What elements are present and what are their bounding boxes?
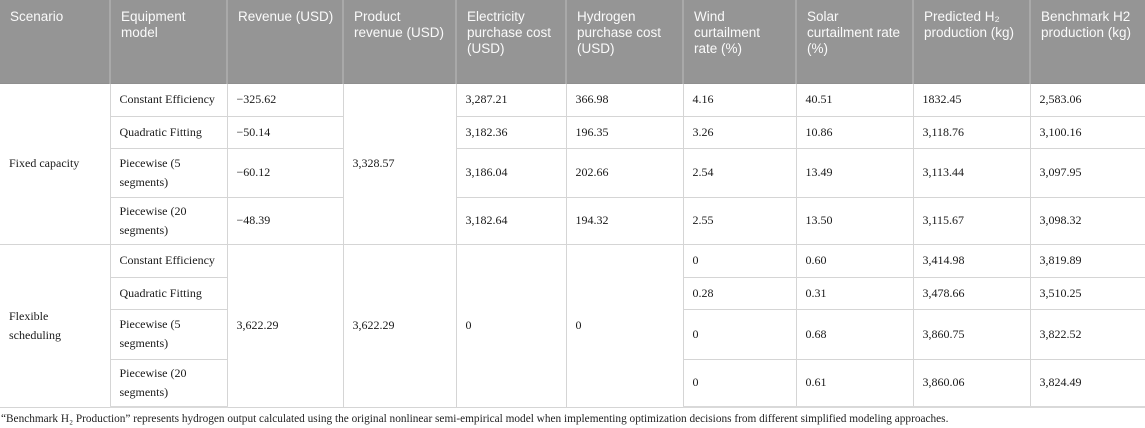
cell-revenue: −50.14	[226, 115, 344, 149]
column-header-wind-curtailment: Wind curtailment rate (%)	[682, 0, 796, 84]
cell-equipment-model: Quadratic Fitting	[110, 276, 228, 310]
cell-electricity-cost: 0	[455, 243, 567, 408]
cell-product-revenue: 3,622.29	[342, 243, 457, 408]
cell-benchmark-h2: 3,510.25	[1029, 276, 1145, 310]
cell-electricity-cost: 3,287.21	[455, 83, 567, 117]
table-header-row: Scenario Equipment model Revenue (USD) P…	[0, 0, 1145, 84]
cell-solar-curtailment: 13.49	[795, 147, 914, 198]
cell-predicted-h2: 3,118.76	[912, 115, 1031, 149]
cell-hydrogen-cost: 0	[565, 243, 684, 408]
cell-equipment-model: Piecewise (5 segments)	[110, 308, 228, 360]
cell-benchmark-h2: 3,819.89	[1029, 243, 1145, 278]
cell-electricity-cost: 3,186.04	[455, 147, 567, 198]
cell-predicted-h2: 3,115.67	[912, 196, 1031, 245]
cell-hydrogen-cost: 366.98	[565, 83, 684, 117]
cell-hydrogen-cost: 196.35	[565, 115, 684, 149]
cell-solar-curtailment: 0.68	[795, 308, 914, 360]
column-header-product-revenue: Product revenue (USD)	[342, 0, 456, 84]
table-footnote: “Benchmark H₂ Production” represents hyd…	[1, 413, 949, 425]
cell-equipment-model: Quadratic Fitting	[110, 115, 228, 149]
column-header-scenario: Scenario	[0, 0, 110, 84]
cell-equipment-model: Constant Efficiency	[109, 83, 228, 117]
table-row: Piecewise (5 segments) 0 0.68 3,860.75 3…	[0, 308, 1145, 360]
cell-wind-curtailment: 2.55	[682, 196, 797, 245]
table-body: Fixed capacity Constant Efficiency −325.…	[0, 83, 1145, 408]
table-row: Quadratic Fitting −50.14 3,182.36 196.35…	[0, 115, 1145, 149]
cell-electricity-cost: 3,182.64	[455, 196, 567, 245]
cell-benchmark-h2: 3,824.49	[1029, 358, 1145, 408]
cell-benchmark-h2: 3,097.95	[1029, 147, 1145, 198]
cell-solar-curtailment: 40.51	[795, 83, 914, 117]
column-header-benchmark-h2: Benchmark H2 production (kg)	[1029, 0, 1145, 84]
cell-wind-curtailment: 0	[682, 358, 797, 408]
cell-equipment-model: Constant Efficiency	[109, 243, 228, 278]
cell-equipment-model: Piecewise (20 segments)	[110, 358, 228, 408]
cell-wind-curtailment: 4.16	[682, 83, 797, 117]
cell-benchmark-h2: 2,583.06	[1029, 83, 1145, 117]
table-row: Fixed capacity Constant Efficiency −325.…	[0, 83, 1145, 245]
cell-benchmark-h2: 3,822.52	[1029, 308, 1145, 360]
table-row: Piecewise (20 segments) −48.39 3,182.64 …	[0, 196, 1145, 245]
column-header-solar-curtailment: Solar curtailment rate (%)	[795, 0, 913, 84]
cell-wind-curtailment: 0	[682, 243, 797, 278]
cell-scenario: Flexible scheduling	[0, 243, 111, 408]
cell-solar-curtailment: 13.50	[795, 196, 914, 245]
cell-revenue: −325.62	[226, 83, 344, 117]
column-header-hydrogen-cost: Hydrogen purchase cost (USD)	[565, 0, 683, 84]
cell-solar-curtailment: 0.60	[795, 243, 914, 278]
column-header-equipment-model: Equipment model	[109, 0, 227, 84]
cell-predicted-h2: 3,414.98	[912, 243, 1031, 278]
cell-benchmark-h2: 3,100.16	[1029, 115, 1145, 149]
cell-equipment-model: Piecewise (20 segments)	[110, 196, 228, 245]
cell-revenue: −60.12	[226, 147, 344, 198]
cell-electricity-cost: 3,182.36	[455, 115, 567, 149]
cell-product-revenue: 3,328.57	[342, 83, 457, 245]
cell-revenue: 3,622.29	[226, 243, 344, 408]
cell-solar-curtailment: 10.86	[795, 115, 914, 149]
cell-hydrogen-cost: 194.32	[565, 196, 684, 245]
cell-predicted-h2: 3,113.44	[912, 147, 1031, 198]
column-header-revenue: Revenue (USD)	[226, 0, 343, 84]
cell-wind-curtailment: 2.54	[682, 147, 797, 198]
cell-scenario: Fixed capacity	[0, 83, 111, 245]
cell-predicted-h2: 3,478.66	[912, 276, 1031, 310]
cell-wind-curtailment: 3.26	[682, 115, 797, 149]
cell-predicted-h2: 1832.45	[912, 83, 1031, 117]
table-row: Flexible scheduling Constant Efficiency …	[0, 243, 1145, 408]
results-table: Scenario Equipment model Revenue (USD) P…	[0, 0, 1145, 408]
cell-predicted-h2: 3,860.06	[912, 358, 1031, 408]
cell-predicted-h2: 3,860.75	[912, 308, 1031, 360]
cell-hydrogen-cost: 202.66	[565, 147, 684, 198]
column-header-electricity-cost: Electricity purchase cost (USD)	[455, 0, 566, 84]
cell-revenue: −48.39	[226, 196, 344, 245]
table-row: Piecewise (20 segments) 0 0.61 3,860.06 …	[0, 358, 1145, 408]
column-header-predicted-h2: Predicted H₂ production (kg)	[912, 0, 1030, 84]
cell-equipment-model: Piecewise (5 segments)	[110, 147, 228, 198]
cell-solar-curtailment: 0.61	[795, 358, 914, 408]
cell-solar-curtailment: 0.31	[795, 276, 914, 310]
cell-wind-curtailment: 0	[682, 308, 797, 360]
cell-wind-curtailment: 0.28	[682, 276, 797, 310]
cell-benchmark-h2: 3,098.32	[1029, 196, 1145, 245]
table-row: Piecewise (5 segments) −60.12 3,186.04 2…	[0, 147, 1145, 198]
